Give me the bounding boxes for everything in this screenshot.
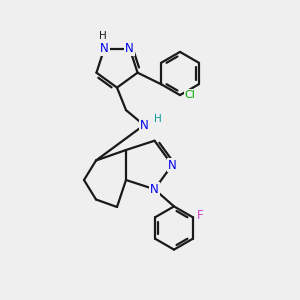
Text: H: H	[154, 113, 161, 124]
Text: N: N	[168, 158, 176, 172]
Text: N: N	[125, 42, 134, 55]
Text: N: N	[100, 42, 109, 55]
Text: Cl: Cl	[184, 90, 195, 100]
Text: H: H	[99, 31, 107, 41]
Text: N: N	[140, 118, 148, 132]
Text: F: F	[197, 209, 204, 222]
Text: N: N	[150, 183, 159, 196]
